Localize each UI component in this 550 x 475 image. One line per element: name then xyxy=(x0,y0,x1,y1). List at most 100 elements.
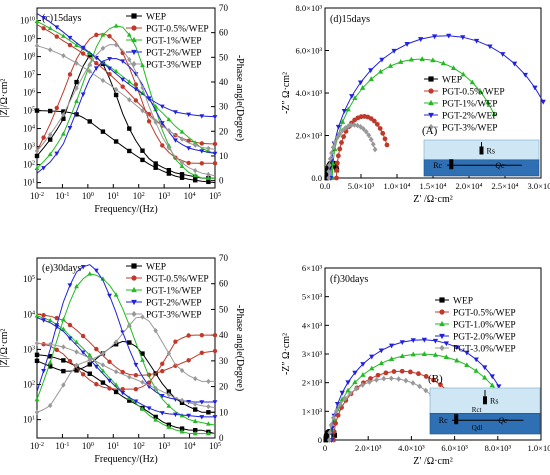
legend-marker xyxy=(439,344,445,352)
phase-point xyxy=(74,362,79,368)
legend-label: PGT-0.5%/WEP xyxy=(146,275,209,285)
phase-point xyxy=(74,85,79,91)
magnitude-point xyxy=(126,79,132,84)
phase-point xyxy=(133,72,139,77)
y-right-axis-label: -Phase angle(Degree) xyxy=(234,55,245,141)
y-left-tick-label: 104 xyxy=(23,309,35,319)
y-right-tick-label: 50 xyxy=(219,52,229,62)
y-right-tick-label: 30 xyxy=(219,356,229,366)
phase-point xyxy=(107,293,112,299)
y-right-tick-label: 70 xyxy=(219,3,229,13)
x-tick-label: 100 xyxy=(82,441,94,451)
legend-label: PGT-0.5%/WEP xyxy=(146,25,209,35)
plot-frame xyxy=(36,257,216,439)
y-right-tick-label: 20 xyxy=(219,126,229,136)
phase-point xyxy=(166,389,172,394)
phase-point xyxy=(212,400,218,405)
y-tick-label: 6×10³ xyxy=(302,263,323,273)
series-line xyxy=(331,58,495,179)
y-tick-label: 4.0×10³ xyxy=(296,88,323,98)
x-axis-label: Frequency/(Hz) xyxy=(94,454,157,465)
magnitude-point xyxy=(61,358,66,363)
x-tick-label: 0.0 xyxy=(320,181,331,191)
legend-marker xyxy=(439,309,445,315)
phase-point xyxy=(153,161,158,166)
x-tick-label: 104 xyxy=(184,191,196,201)
phase-point xyxy=(74,98,79,103)
panel-title: (e)30days xyxy=(42,263,82,274)
phase-point xyxy=(80,265,86,270)
magnitude-point xyxy=(107,378,112,384)
phase-point xyxy=(127,126,132,131)
phase-point xyxy=(41,368,47,374)
magnitude-point xyxy=(179,136,185,142)
magnitude-point xyxy=(166,424,172,429)
phase-point xyxy=(34,148,40,154)
phase-point xyxy=(74,283,79,289)
legend-label: PGT-3%/WEP xyxy=(146,61,202,71)
y-right-tick-label: 0 xyxy=(219,433,224,443)
y-right-tick-label: 20 xyxy=(219,382,229,392)
magnitude-point xyxy=(100,77,106,84)
magnitude-point xyxy=(193,401,198,407)
x-tick-label: 8.0×10³ xyxy=(485,443,512,453)
phase-point xyxy=(67,72,73,77)
magnitude-point xyxy=(74,349,79,355)
legend-marker xyxy=(131,49,137,56)
y-right-tick-label: 0 xyxy=(219,176,224,186)
phase-point xyxy=(47,132,53,138)
phase-point xyxy=(140,314,145,320)
phase-point xyxy=(206,171,211,178)
y-left-tick-label: 105 xyxy=(23,106,35,116)
legend-marker xyxy=(428,123,434,131)
magnitude-point xyxy=(113,389,119,395)
y-axis-label: -Z″ Ω·cm² xyxy=(281,333,292,375)
magnitude-point xyxy=(192,430,198,436)
phase-line xyxy=(36,273,216,426)
magnitude-point xyxy=(100,362,106,368)
magnitude-point xyxy=(206,179,211,185)
y-right-tick-label: 10 xyxy=(219,151,229,161)
phase-point xyxy=(94,382,99,387)
y-left-tick-label: 103 xyxy=(23,142,35,152)
magnitude-point xyxy=(140,157,145,163)
magnitude-point xyxy=(41,312,46,318)
magnitude-point xyxy=(100,368,106,373)
data-point xyxy=(372,146,378,153)
phase-point xyxy=(133,362,139,368)
y-left-tick-label: 108 xyxy=(23,52,35,62)
phase-point xyxy=(87,357,92,363)
magnitude-point xyxy=(186,112,192,118)
magnitude-point xyxy=(153,385,158,392)
magnitude-point xyxy=(140,90,145,96)
magnitude-point xyxy=(159,104,165,109)
magnitude-point xyxy=(74,339,79,345)
phase-point xyxy=(146,96,152,101)
legend-marker xyxy=(131,25,137,31)
y-tick-label: 1×10³ xyxy=(302,406,323,416)
phase-point xyxy=(47,151,53,157)
magnitude-point xyxy=(34,43,40,49)
magnitude-point xyxy=(127,398,132,403)
phase-point xyxy=(54,323,60,328)
magnitude-point xyxy=(47,354,53,359)
qc-label: Qc xyxy=(495,161,505,170)
y-tick-label: 6.0×10³ xyxy=(296,46,323,56)
magnitude-line xyxy=(36,24,216,145)
x-axis-label: Z′ /Ω·cm² xyxy=(413,194,453,205)
phase-point xyxy=(54,151,60,157)
phase-point xyxy=(67,125,73,131)
rs-label: Rs xyxy=(487,146,495,155)
magnitude-point xyxy=(107,359,112,365)
phase-point xyxy=(179,367,185,374)
magnitude-point xyxy=(80,350,86,355)
magnitude-point xyxy=(153,417,159,422)
magnitude-point xyxy=(166,127,172,134)
inset-label: (B) xyxy=(428,373,443,385)
magnitude-point xyxy=(74,60,79,66)
phase-point xyxy=(87,362,92,367)
legend-marker xyxy=(439,320,445,327)
y-right-tick-label: 40 xyxy=(219,330,229,340)
legend-marker xyxy=(428,112,434,119)
series-line xyxy=(336,115,388,179)
